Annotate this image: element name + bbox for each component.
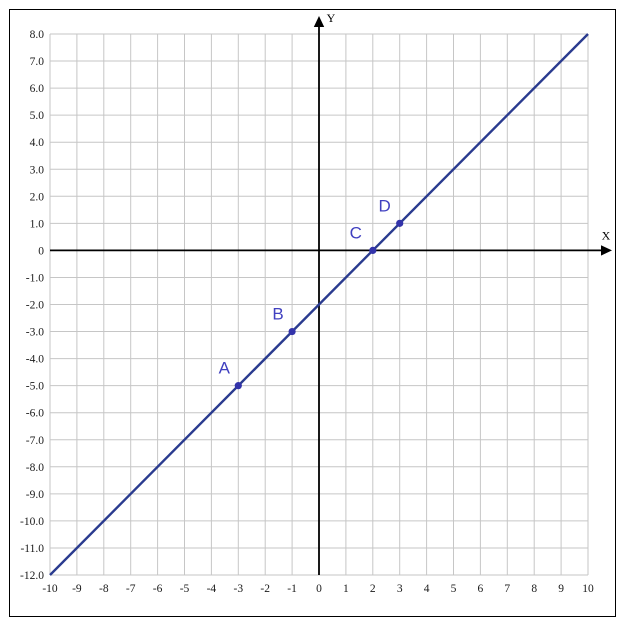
x-tick-label: 3 [397, 583, 403, 595]
data-point-a [234, 382, 242, 390]
y-axis-arrowhead [313, 16, 325, 27]
x-tick-label: -9 [72, 583, 82, 595]
y-tick-label: -9.0 [26, 489, 44, 501]
y-tick-label: 2.0 [30, 191, 45, 203]
x-tick-label: 10 [582, 583, 594, 595]
y-axis-tick-labels: 8.0 7.0 6.0 5.0 4.0 3.0 2.0 1.0 0 -1.0 -2.0 -3.0 -4.… [20, 29, 44, 582]
x-tick-label: -1 [287, 583, 297, 595]
y-tick-label: 0 [38, 245, 44, 257]
axes [50, 16, 612, 575]
x-tick-label: 4 [424, 583, 430, 595]
series-line [49, 33, 589, 576]
x-tick-label: -6 [153, 583, 163, 595]
y-axis-name: Y [327, 11, 336, 25]
y-tick-label: 3.0 [30, 164, 45, 176]
x-axis-tick-labels: -10 -9 -8 -7 -6 -5 -4 -3 -2 -1 0 1 2 3 4 5 6 7 8 9 10 [42, 583, 594, 595]
x-tick-label: -8 [99, 583, 109, 595]
y-tick-label: -11.0 [20, 543, 44, 555]
x-tick-label: 9 [558, 583, 564, 595]
y-tick-label: -12.0 [20, 570, 44, 582]
axis-names: XY [327, 11, 611, 242]
x-axis-arrowhead [601, 245, 612, 256]
point-label-c: C [350, 223, 362, 242]
x-tick-label: 0 [316, 583, 322, 595]
data-point-b [288, 327, 296, 336]
point-label-d: D [379, 196, 391, 215]
x-axis-name: X [602, 228, 611, 242]
y-tick-label: 5.0 [30, 110, 45, 122]
y-tick-label: -3.0 [26, 327, 44, 339]
x-tick-label: -4 [207, 583, 217, 595]
x-tick-label: 2 [370, 583, 376, 595]
y-tick-label: -8.0 [26, 462, 44, 474]
point-label-b: B [272, 305, 283, 324]
x-tick-label: -10 [42, 583, 58, 595]
y-tick-label: -1.0 [26, 272, 44, 284]
data-point-d [396, 219, 404, 227]
x-tick-label: -3 [234, 583, 244, 595]
y-tick-label: 8.0 [30, 29, 45, 41]
x-tick-label: -2 [260, 583, 270, 595]
data-point-c [369, 246, 377, 254]
y-tick-label: -10.0 [20, 516, 44, 528]
y-tick-label: -6.0 [26, 408, 44, 420]
y-tick-label: -5.0 [26, 381, 44, 393]
y-tick-label: -4.0 [26, 354, 44, 366]
y-tick-label: -7.0 [26, 435, 44, 447]
x-tick-label: -7 [126, 583, 136, 595]
y-tick-label: 4.0 [30, 137, 45, 149]
x-tick-label: -5 [180, 583, 190, 595]
x-tick-label: 7 [504, 583, 510, 595]
x-tick-label: 8 [531, 583, 537, 595]
x-tick-label: 5 [451, 583, 457, 595]
x-tick-label: 1 [343, 583, 349, 595]
data-points [234, 219, 404, 390]
data-point-labels: A B CD [219, 196, 391, 377]
line-series [49, 33, 589, 576]
y-tick-label: 1.0 [30, 218, 45, 230]
y-tick-label: 7.0 [30, 56, 45, 68]
y-tick-label: 6.0 [30, 83, 45, 95]
y-tick-label: -2.0 [26, 300, 44, 312]
point-label-a: A [219, 359, 231, 378]
x-tick-label: 6 [478, 583, 484, 595]
